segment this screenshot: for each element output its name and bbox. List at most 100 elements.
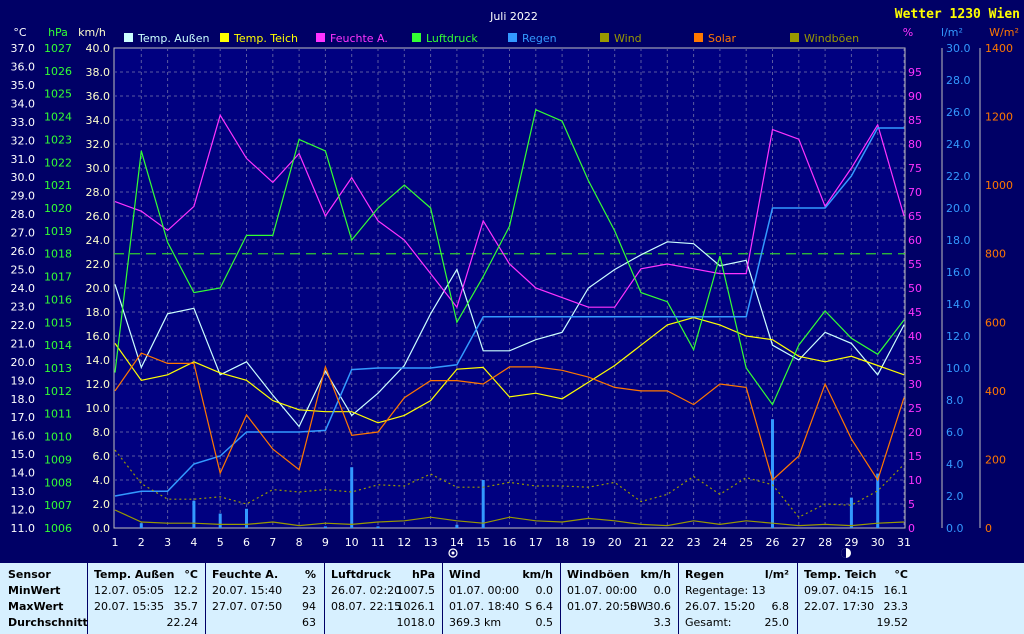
rain-bar: [350, 467, 354, 528]
tick-label-pressure: 1015: [44, 316, 72, 329]
tick-label-rain: 6.0: [946, 426, 964, 439]
max-value: 1026.1: [396, 600, 436, 613]
chart-title: Juli 2022: [489, 10, 538, 23]
tick-label-wind: 10.0: [86, 402, 111, 415]
max-date: 20.07. 15:35: [94, 600, 165, 613]
x-tick-label: 5: [217, 536, 224, 549]
rain-bar: [876, 473, 880, 528]
rain-bar: [376, 526, 380, 528]
tick-label-pressure: 1010: [44, 431, 72, 444]
avg-value: 0.5: [535, 616, 554, 629]
total-value: 25.0: [764, 616, 790, 629]
sensor-title: Sensor: [8, 568, 51, 581]
series-line-temp: [114, 241, 905, 428]
avg-value: 3.3: [653, 616, 672, 629]
min-value: 23: [302, 584, 316, 597]
tick-label-pressure: 1023: [44, 133, 72, 146]
col-unit: °C: [894, 568, 908, 581]
col-title: Temp. Teich: [804, 568, 877, 581]
unit-solar: W/m²: [989, 26, 1019, 39]
col-title: Wind: [449, 568, 481, 581]
min-value: 16.1: [883, 584, 909, 597]
divider: [678, 563, 679, 634]
avg-value: 22.24: [166, 616, 199, 629]
tick-label-humidity: 60: [908, 234, 922, 247]
rain-bar: [139, 523, 143, 528]
tick-label-humidity: 35: [908, 354, 922, 367]
tick-label-solar: 800: [985, 248, 1006, 261]
tick-label-pressure: 1012: [44, 385, 72, 398]
series-line-boen: [114, 449, 905, 518]
x-tick-label: 9: [322, 536, 329, 549]
tick-label-pressure: 1026: [44, 65, 72, 78]
series-line-wind: [114, 509, 905, 527]
divider: [87, 563, 88, 634]
tick-label-temp: 25.0: [11, 264, 36, 277]
tick-label-rain: 16.0: [946, 266, 971, 279]
tick-label-temp: 26.0: [11, 245, 36, 258]
x-tick-label: 12: [397, 536, 411, 549]
series-line-teich: [114, 316, 905, 424]
distance-value: 369.3 km: [449, 616, 502, 629]
tick-label-wind: 30.0: [86, 162, 111, 175]
x-tick-label: 20: [608, 536, 622, 549]
unit-pressure: hPa: [48, 26, 68, 39]
tick-label-wind: 32.0: [86, 138, 111, 151]
tick-label-solar: 1200: [985, 111, 1013, 124]
tick-label-humidity: 55: [908, 258, 922, 271]
max-value: 23.3: [883, 600, 909, 613]
tick-label-humidity: 70: [908, 186, 922, 199]
max-value: 6.8: [771, 600, 790, 613]
x-tick-label: 8: [296, 536, 303, 549]
tick-label-humidity: 30: [908, 378, 922, 391]
wind-column: Wind km/h 01.07. 00:00 0.0 01.07. 18:40 S 6…: [449, 567, 553, 631]
tick-label-humidity: 65: [908, 210, 922, 223]
tick-label-humidity: 80: [908, 138, 922, 151]
tick-label-temp: 27.0: [11, 227, 36, 240]
x-tick-label: 4: [190, 536, 197, 549]
rain-bar: [192, 500, 196, 528]
rain-bar: [218, 513, 222, 528]
tick-label-temp: 35.0: [11, 79, 36, 92]
tick-label-humidity: 5: [908, 498, 915, 511]
tick-label-temp: 13.0: [11, 485, 36, 498]
col-unit: km/h: [522, 568, 553, 581]
tick-label-pressure: 1008: [44, 476, 72, 489]
divider: [442, 563, 443, 634]
tick-label-rain: 26.0: [946, 106, 971, 119]
tick-label-wind: 2.0: [93, 498, 111, 511]
tick-label-humidity: 15: [908, 450, 922, 463]
tick-label-temp: 16.0: [11, 430, 36, 443]
divider: [560, 563, 561, 634]
temp-aussen-column: Temp. Außen °C 12.07. 05:05 12.2 20.07. 15…: [94, 567, 198, 631]
rain-bar: [849, 497, 853, 528]
col-title: Feuchte A.: [212, 568, 279, 581]
tick-label-pressure: 1013: [44, 362, 72, 375]
tick-label-solar: 600: [985, 316, 1006, 329]
tick-label-pressure: 1027: [44, 42, 72, 55]
tick-label-pressure: 1018: [44, 248, 72, 261]
x-tick-label: 1: [112, 536, 119, 549]
legend: Temp. Außen Temp. Teich Feuchte A. Luftdruc…: [124, 32, 859, 45]
tick-label-rain: 18.0: [946, 234, 971, 247]
tick-label-temp: 36.0: [11, 60, 36, 73]
tick-label-rain: 4.0: [946, 458, 964, 471]
tick-label-temp: 33.0: [11, 116, 36, 129]
regen-column: Regen l/m² Regentage: 13 26.07. 15:20 6.8 …: [685, 567, 789, 631]
windboen-column: Windböen km/h 01.07. 00:00 0.0 01.07. 20:5…: [567, 567, 671, 631]
x-tick-label: 27: [792, 536, 806, 549]
tick-label-pressure: 1014: [44, 339, 72, 352]
tick-label-wind: 40.0: [86, 42, 111, 55]
tick-label-pressure: 1020: [44, 202, 72, 215]
x-tick-label: 16: [503, 536, 517, 549]
tick-label-pressure: 1025: [44, 88, 72, 101]
tick-label-solar: 1400: [985, 42, 1013, 55]
total-label: Gesamt:: [685, 616, 732, 629]
tick-label-rain: 12.0: [946, 330, 971, 343]
rain-days: Regentage: 13: [685, 584, 766, 597]
tick-label-humidity: 10: [908, 474, 922, 487]
legend-swatch-druck: [412, 33, 421, 42]
grid: [114, 48, 905, 528]
tick-label-humidity: 20: [908, 426, 922, 439]
tick-label-solar: 0: [985, 522, 992, 535]
